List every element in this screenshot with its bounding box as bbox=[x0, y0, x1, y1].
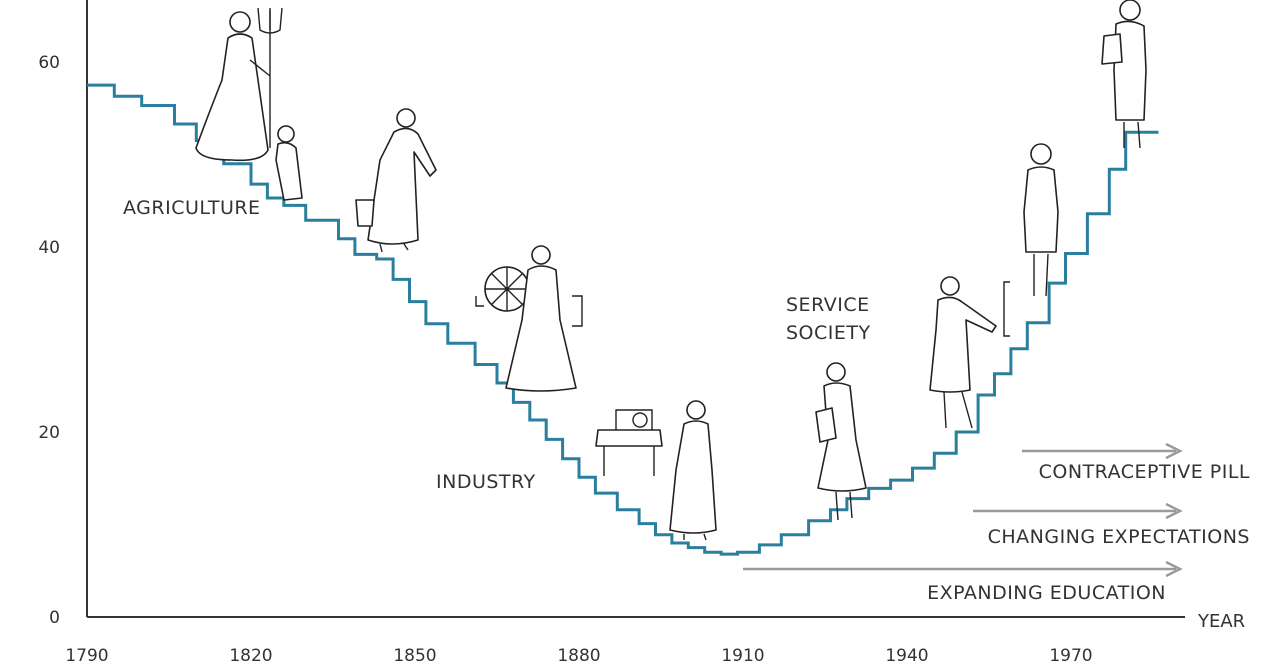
x-axis-title: YEAR bbox=[1197, 611, 1245, 632]
x-tick-label: 1940 bbox=[885, 646, 928, 666]
factor-label-expanding-education: EXPANDING EDUCATION bbox=[927, 582, 1166, 604]
x-ticks: 1790 1820 1850 1880 1910 1940 1970 bbox=[65, 646, 1092, 666]
era-label-agriculture: AGRICULTURE bbox=[123, 197, 261, 219]
x-tick-label: 1820 bbox=[229, 646, 272, 666]
x-tick-label: 1790 bbox=[65, 646, 108, 666]
modern-woman-with-bag-illustration bbox=[1101, 0, 1147, 149]
woman-with-book-illustration bbox=[815, 362, 867, 521]
office-woman-illustration bbox=[1023, 143, 1059, 297]
y-ticks: 0 20 40 60 bbox=[38, 53, 60, 628]
x-tick-label: 1970 bbox=[1049, 646, 1092, 666]
y-tick-label: 40 bbox=[38, 238, 60, 258]
factor-arrow-contraceptive-pill bbox=[1022, 442, 1183, 460]
x-tick-label: 1880 bbox=[557, 646, 600, 666]
sewing-machine-illustration bbox=[595, 409, 663, 476]
y-tick-label: 0 bbox=[49, 608, 60, 628]
era-label-society: SOCIETY bbox=[786, 322, 871, 344]
woman-with-bucket-illustration bbox=[355, 108, 437, 253]
y-tick-label: 60 bbox=[38, 53, 60, 73]
working-woman-illustration bbox=[669, 400, 717, 541]
factor-label-contraceptive-pill: CONTRACEPTIVE PILL bbox=[1039, 461, 1250, 483]
factor-arrow-changing-expectations bbox=[973, 502, 1183, 520]
era-label-service: SERVICE bbox=[786, 294, 870, 316]
era-label-industry: INDUSTRY bbox=[436, 471, 536, 493]
y-tick-label: 20 bbox=[38, 423, 60, 443]
lab-coat-woman-illustration bbox=[929, 276, 1010, 429]
farm-woman-with-pitchfork-illustration bbox=[195, 7, 303, 201]
series-step-line bbox=[87, 83, 1159, 556]
spinning-wheel-woman-illustration bbox=[475, 245, 583, 392]
x-tick-label: 1910 bbox=[721, 646, 764, 666]
x-tick-label: 1850 bbox=[393, 646, 436, 666]
factor-label-changing-expectations: CHANGING EXPECTATIONS bbox=[988, 526, 1250, 548]
factor-arrow-expanding-education bbox=[743, 560, 1183, 578]
